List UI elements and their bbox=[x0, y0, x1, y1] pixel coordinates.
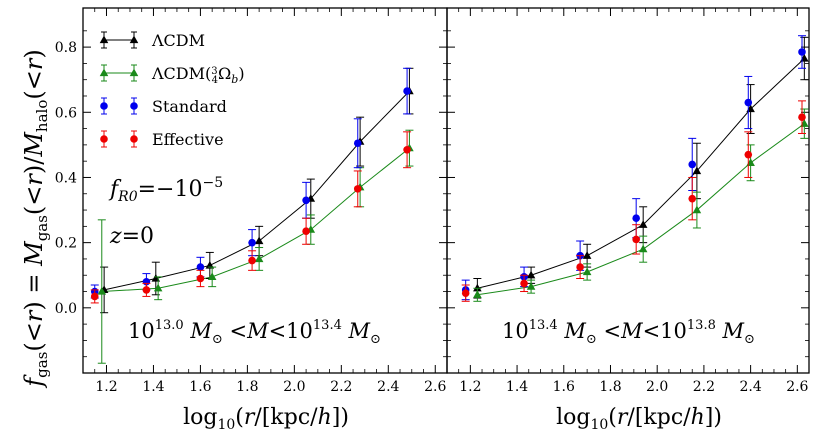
data-point-circle bbox=[248, 238, 256, 247]
data-point-circle bbox=[403, 87, 411, 95]
x-tick-label: 1.4 bbox=[142, 379, 164, 395]
legend-label: Effective bbox=[152, 130, 224, 149]
legend-label: Standard bbox=[152, 97, 227, 116]
legend-marker-triangle bbox=[129, 35, 139, 44]
data-point-triangle bbox=[638, 244, 648, 253]
legend: ΛCDM ΛCDM(3 4Ωb) Standard Effective bbox=[99, 31, 245, 149]
annotation-redshift: z=0 bbox=[109, 224, 154, 249]
legend-marker-circle bbox=[100, 135, 108, 143]
data-point-triangle bbox=[526, 270, 536, 279]
data-point-circle bbox=[403, 145, 411, 154]
x-tick-label: 1.2 bbox=[95, 379, 117, 395]
legend-entry bbox=[100, 97, 138, 115]
legend-marker-triangle bbox=[99, 35, 109, 44]
x-axis-label-right: log10(r/[kpc/h]) bbox=[556, 405, 722, 433]
legend-label: ΛCDM(3 4Ωb) bbox=[151, 64, 245, 86]
data-point-triangle bbox=[473, 283, 482, 292]
data-point-triangle bbox=[254, 236, 264, 245]
x-tick-label: 1.6 bbox=[553, 379, 575, 395]
annotation-mass-range-left: 1013.0 M⊙ <M<1013.4 M⊙ bbox=[128, 318, 381, 347]
data-point-circle bbox=[688, 160, 697, 169]
data-point-circle bbox=[632, 235, 640, 244]
series-line bbox=[477, 58, 805, 289]
data-point-triangle bbox=[746, 158, 755, 166]
data-layer-left bbox=[90, 67, 414, 364]
data-point-triangle bbox=[582, 267, 592, 276]
data-point-triangle bbox=[582, 251, 592, 259]
data-point-triangle bbox=[526, 282, 536, 290]
x-tick-label: 1.8 bbox=[599, 379, 621, 395]
y-tick-label: 0.4 bbox=[55, 170, 77, 186]
data-point-circle bbox=[520, 279, 528, 288]
x-tick-label: 2.2 bbox=[693, 379, 715, 395]
data-point-circle bbox=[196, 263, 205, 271]
data-point-circle bbox=[302, 196, 310, 205]
legend-entry bbox=[99, 64, 139, 82]
x-tick-label: 2.0 bbox=[283, 379, 305, 395]
data-point-triangle bbox=[97, 287, 107, 295]
data-point-circle bbox=[688, 194, 697, 203]
legend-marker-circle bbox=[100, 102, 108, 110]
data-point-circle bbox=[353, 139, 362, 148]
panel-left: 1.2 1.4 1.6 1.8 2.0 2.2 2.4 2.6 0.0 0.2 0.4 0.6 0.8 bbox=[55, 7, 448, 395]
y-axis-label: fgas(<r) = Mgas(<r)/Mhalo(<r) bbox=[20, 49, 51, 388]
x-tick-label: 1.2 bbox=[459, 379, 481, 395]
data-point-triangle bbox=[254, 254, 264, 263]
x-axis-label-left: log10(r/[kpc/h]) bbox=[183, 405, 349, 433]
legend-marker-circle bbox=[130, 135, 138, 143]
data-point-triangle bbox=[638, 220, 648, 228]
data-point-circle bbox=[576, 263, 584, 271]
panel-right: 1.2 1.4 1.6 1.8 2.0 2.2 2.4 2.6 bbox=[446, 7, 810, 395]
legend-marker-triangle bbox=[99, 68, 109, 77]
x-tick-label: 1.6 bbox=[189, 379, 211, 395]
legend-marker-triangle bbox=[129, 68, 139, 77]
x-tick-label: 2.6 bbox=[786, 379, 808, 395]
y-tick-label: 0.2 bbox=[55, 236, 77, 252]
data-point-circle bbox=[248, 256, 256, 265]
data-point-circle bbox=[196, 274, 205, 283]
y-tick-label: 0.8 bbox=[55, 40, 77, 56]
data-point-circle bbox=[90, 292, 99, 301]
data-point-triangle bbox=[153, 283, 163, 292]
plot-frame-right bbox=[446, 7, 810, 374]
x-tick-label: 2.4 bbox=[739, 379, 761, 395]
x-tick-label: 2.2 bbox=[330, 379, 352, 395]
legend-marker-circle bbox=[130, 102, 138, 110]
annotation-mass-range-right: 1013.4 M⊙ <M<1013.8 M⊙ bbox=[502, 318, 755, 347]
data-point-circle bbox=[744, 98, 753, 107]
data-point-triangle bbox=[207, 272, 217, 281]
data-point-circle bbox=[302, 227, 310, 236]
y-tick-label: 0.0 bbox=[55, 301, 77, 317]
data-point-circle bbox=[798, 48, 806, 56]
data-point-circle bbox=[744, 150, 753, 159]
x-tick-label: 1.4 bbox=[506, 379, 528, 395]
data-point-circle bbox=[632, 214, 640, 223]
series-line bbox=[477, 123, 805, 296]
data-point-triangle bbox=[473, 290, 482, 298]
data-point-circle bbox=[461, 289, 470, 297]
x-tick-label: 2.6 bbox=[424, 379, 446, 395]
y-tick-label: 0.6 bbox=[55, 105, 77, 121]
x-tick-label: 2.0 bbox=[646, 379, 668, 395]
data-point-triangle bbox=[692, 205, 702, 214]
data-point-circle bbox=[798, 113, 806, 121]
legend-entry bbox=[99, 31, 139, 49]
legend-label: ΛCDM bbox=[151, 31, 205, 50]
annotation-fr0: fR0=−10−5 bbox=[108, 175, 223, 205]
data-point-triangle bbox=[692, 166, 702, 175]
x-tick-label: 1.8 bbox=[236, 379, 258, 395]
x-tick-label: 2.4 bbox=[377, 379, 399, 395]
data-layer-right bbox=[461, 35, 809, 302]
legend-entry bbox=[100, 130, 138, 148]
data-point-circle bbox=[142, 286, 151, 294]
data-point-circle bbox=[353, 185, 362, 193]
